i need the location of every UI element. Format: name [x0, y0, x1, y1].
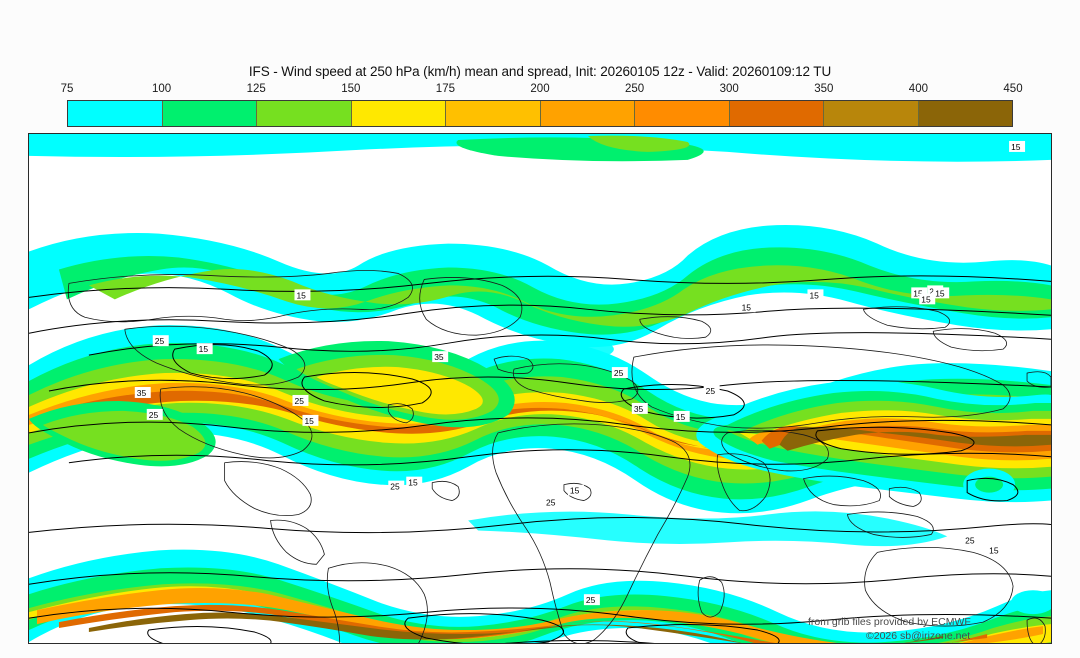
- coastlines: [67, 270, 1051, 643]
- colorbar-tick-100: 100: [152, 83, 172, 95]
- page-title: IFS - Wind speed at 250 hPa (km/h) mean …: [248, 64, 832, 79]
- field-eurasia-weak: [468, 511, 948, 547]
- svg-text:15: 15: [742, 302, 752, 312]
- colorbar-tick-175: 175: [435, 83, 455, 95]
- colorbar-tick-350: 350: [814, 83, 834, 95]
- svg-text:25: 25: [294, 396, 304, 406]
- map-canvas[interactable]: 25 15 35 25 25 15 15 35 25 35 15 25 15 1…: [28, 133, 1052, 644]
- svg-text:15: 15: [913, 288, 923, 298]
- colorbar-cell-250-300: [635, 101, 730, 126]
- copyright-credit: ©2026 sb@irizone.net: [866, 630, 971, 642]
- svg-text:25: 25: [586, 595, 596, 605]
- svg-text:15: 15: [296, 290, 306, 300]
- svg-text:15: 15: [676, 412, 686, 422]
- colorbar-cell-350-400: [824, 101, 919, 126]
- svg-text:25: 25: [546, 498, 556, 508]
- svg-text:25: 25: [155, 336, 165, 346]
- svg-text:15: 15: [935, 288, 945, 298]
- colorbar-cell-125-150: [257, 101, 352, 126]
- field-asia-pacific-jet: [696, 381, 1051, 503]
- field-north-pacific-east: [29, 400, 216, 467]
- svg-text:35: 35: [434, 352, 444, 362]
- colorbar-tick-400: 400: [908, 83, 928, 95]
- svg-text:15: 15: [1011, 142, 1021, 152]
- colorbar-tick-125: 125: [246, 83, 266, 95]
- svg-text:15: 15: [921, 294, 931, 304]
- colorbar-legend: 75 100 125 150 175 200 250 300 350 400 450: [61, 83, 1023, 128]
- colorbar-cell-150-175: [351, 101, 446, 126]
- field-arctic: [29, 134, 1051, 162]
- spread-contours: [29, 275, 1051, 643]
- svg-text:25: 25: [965, 535, 975, 545]
- svg-text:25: 25: [706, 386, 716, 396]
- svg-text:35: 35: [634, 404, 644, 414]
- colorbar-cell-100-125: [162, 101, 257, 126]
- colorbar-tick-300: 300: [719, 83, 739, 95]
- colorbar-tick-250: 250: [625, 83, 645, 95]
- svg-text:15: 15: [809, 290, 819, 300]
- contour-labels: 25 15 35 25 25 15 15 35 25 35 15 25 15 1…: [120, 140, 1026, 643]
- colorbar-cell-400-450: [918, 101, 1012, 126]
- colorbar-tick-75: 75: [60, 83, 74, 95]
- colorbar-tick-labels: 75 100 125 150 175 200 250 300 350 400 450: [61, 83, 1023, 98]
- colorbar-tick-200: 200: [530, 83, 550, 95]
- colorbar-cell-75-100: [68, 101, 163, 126]
- svg-text:15: 15: [989, 545, 999, 555]
- data-source-credit: from grib files provided by ECMWF: [808, 616, 971, 628]
- field-southern-jet: [29, 549, 1051, 643]
- svg-text:15: 15: [408, 478, 418, 488]
- field-scattered-patches: [553, 339, 1051, 615]
- colorbar-tick-450: 450: [1003, 83, 1023, 95]
- global-wind-field: 25 15 35 25 25 15 15 35 25 35 15 25 15 1…: [29, 134, 1051, 643]
- colorbar-cell-175-200: [446, 101, 541, 126]
- svg-text:15: 15: [570, 486, 580, 496]
- svg-text:25: 25: [390, 482, 400, 492]
- svg-text:25: 25: [123, 641, 133, 643]
- colorbar-tick-150: 150: [341, 83, 361, 95]
- colorbar-cell-200-250: [540, 101, 635, 126]
- colorbar-swatches: [67, 100, 1013, 127]
- svg-text:25: 25: [149, 410, 159, 420]
- svg-text:35: 35: [137, 388, 147, 398]
- svg-text:25: 25: [614, 368, 624, 378]
- svg-text:15: 15: [199, 344, 209, 354]
- colorbar-cell-300-350: [729, 101, 824, 126]
- svg-text:15: 15: [304, 416, 314, 426]
